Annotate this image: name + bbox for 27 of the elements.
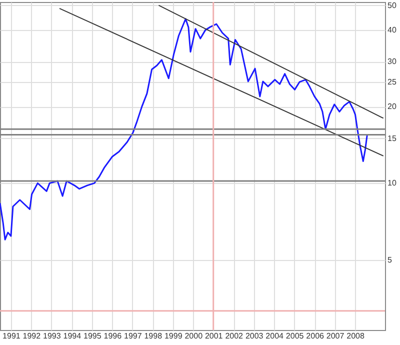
y-tick-label: 25 [388,77,397,86]
x-tick-label: 2003 [245,332,264,340]
x-tick-label: 2004 [266,332,284,340]
x-tick-label: 1993 [43,332,62,340]
x-tick-label: 2001 [204,332,224,340]
x-tick-label: 1998 [144,332,163,340]
y-tick-label: 5 [388,255,392,264]
y-tick-label: 50 [388,0,397,10]
x-tick-label: 2007 [326,332,345,340]
x-tick-label: 2008 [346,332,365,340]
line-series [0,18,368,240]
x-tick-label: 2000 [184,332,204,340]
x-tick-label: 1994 [63,332,82,340]
x-tick-label: 1996 [104,332,122,340]
x-tick-label: 2005 [286,332,304,340]
y-tick-label: 30 [388,57,397,66]
y-tick-label: 20 [388,102,397,112]
x-tick-label: 1992 [22,332,42,340]
y-tick-label: 40 [388,25,397,34]
x-tick-label: 2006 [306,332,325,340]
y-tick-label: 10 [388,178,397,188]
x-tick-label: 1991 [2,332,21,340]
x-tick-label: 1999 [164,332,183,340]
x-tick-label: 1997 [124,332,142,340]
x-tick-label: 2002 [225,332,244,340]
y-tick-label: 15 [388,134,397,143]
x-tick-label: 1995 [84,332,102,340]
